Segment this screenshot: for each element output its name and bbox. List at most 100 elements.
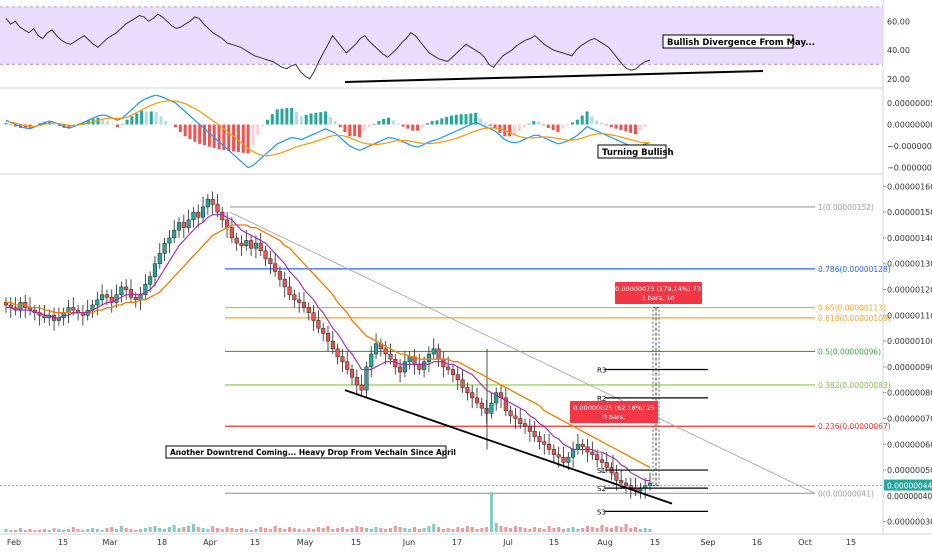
volume-bar bbox=[638, 529, 642, 532]
volume-bar bbox=[422, 528, 426, 532]
candle-body bbox=[349, 369, 355, 378]
candle-body bbox=[287, 286, 292, 295]
macd-histogram-bar bbox=[198, 124, 202, 144]
macd-histogram-bar bbox=[440, 118, 444, 125]
volume-bar bbox=[437, 527, 441, 532]
candle-body bbox=[595, 454, 600, 461]
macd-histogram-bar bbox=[115, 124, 119, 128]
macd-histogram-bar bbox=[309, 113, 313, 125]
candle-body bbox=[450, 369, 456, 375]
candle-body bbox=[330, 340, 335, 350]
candle-body bbox=[590, 451, 595, 455]
candle-body bbox=[374, 343, 379, 355]
candle-body bbox=[186, 219, 191, 228]
volume-bar bbox=[552, 528, 556, 532]
macd-histogram-bar bbox=[585, 111, 589, 125]
macd-histogram-bar bbox=[328, 116, 332, 125]
macd-histogram-bar bbox=[556, 124, 560, 133]
time-tick-label: May bbox=[297, 538, 314, 547]
volume-bar bbox=[480, 528, 484, 532]
candle-body bbox=[575, 444, 580, 450]
volume-bar bbox=[595, 528, 599, 532]
rsi-tick-label: 20.00 bbox=[887, 75, 910, 84]
candle-body bbox=[426, 353, 431, 362]
macd-histogram-bar bbox=[38, 123, 42, 125]
volume-bar bbox=[297, 529, 301, 532]
fib-level-label: 0.618(0.00000109) bbox=[818, 314, 891, 323]
volume-bar bbox=[384, 529, 388, 532]
macd-histogram-bar bbox=[541, 124, 545, 126]
volume-bar bbox=[235, 529, 239, 532]
candle-body bbox=[470, 392, 475, 399]
macd-histogram-bar bbox=[319, 112, 323, 125]
fib-level-label: 1(0.00000152) bbox=[818, 203, 874, 212]
macd-histogram-bar bbox=[508, 124, 512, 137]
macd-histogram-bar bbox=[270, 114, 274, 125]
volume-bar bbox=[403, 528, 407, 532]
macd-histogram-bar bbox=[430, 121, 434, 125]
volume-bar bbox=[369, 529, 373, 532]
macd-histogram-bar bbox=[295, 112, 299, 125]
macd-histogram-bar bbox=[517, 124, 521, 132]
macd-histogram-bar bbox=[265, 119, 269, 125]
macd-histogram-bar bbox=[629, 124, 633, 133]
price-tick-label: 0.00000140 bbox=[887, 234, 932, 243]
candle-body bbox=[167, 237, 172, 244]
macd-histogram-bar bbox=[314, 112, 318, 125]
volume-bar bbox=[28, 529, 32, 532]
volume-bar bbox=[163, 529, 167, 532]
measure-box bbox=[570, 401, 658, 423]
macd-histogram-bar bbox=[154, 112, 158, 125]
time-tick-label: 18 bbox=[157, 538, 167, 547]
candle-body bbox=[619, 480, 624, 484]
volume-bar bbox=[350, 528, 354, 532]
candle-body bbox=[354, 376, 359, 386]
candle-body bbox=[268, 258, 273, 264]
volume-bar bbox=[494, 523, 498, 532]
volume-bar bbox=[513, 526, 517, 532]
macd-histogram-bar bbox=[449, 115, 453, 125]
candle-body bbox=[407, 356, 412, 362]
volume-bar bbox=[86, 529, 90, 532]
macd-histogram-bar bbox=[512, 124, 516, 135]
candle-body bbox=[335, 348, 340, 357]
volume-bar bbox=[33, 530, 37, 532]
macd-tick-label: −0.00000005 bbox=[887, 142, 932, 151]
volume-bar bbox=[379, 528, 383, 532]
macd-histogram-bar bbox=[140, 110, 144, 125]
candle-body bbox=[157, 253, 162, 264]
price-tick-label: 0.00000070 bbox=[887, 414, 932, 423]
volume-bar bbox=[66, 529, 70, 532]
volume-bar bbox=[129, 529, 133, 532]
candle-body bbox=[479, 402, 484, 409]
candle-body bbox=[128, 289, 134, 298]
rsi-line bbox=[5, 13, 651, 80]
price-annotation-box bbox=[165, 445, 447, 459]
candle-body bbox=[273, 263, 278, 272]
volume-bar bbox=[624, 524, 628, 532]
volume-bar bbox=[143, 528, 147, 532]
price-tick-label: 0.00000090 bbox=[887, 363, 932, 372]
volume-bar bbox=[201, 528, 205, 532]
macd-histogram-bar bbox=[183, 124, 187, 137]
candle-body bbox=[18, 302, 23, 311]
macd-histogram-bar bbox=[401, 124, 405, 127]
time-tick-label: 15 bbox=[58, 538, 68, 547]
price-tag-label: 0.00000040 bbox=[887, 492, 932, 501]
fib-level-label: 0.5(0.00000096) bbox=[818, 347, 881, 356]
macd-histogram-bar bbox=[207, 124, 211, 147]
macd-histogram-bar bbox=[212, 124, 216, 149]
macd-histogram-bar bbox=[149, 111, 153, 125]
volume-bar bbox=[566, 528, 570, 532]
macd-histogram-bar bbox=[566, 124, 570, 126]
candle-body bbox=[465, 387, 470, 393]
volume-bar bbox=[600, 525, 604, 532]
macd-histogram-bar bbox=[561, 124, 565, 129]
macd-histogram-bar bbox=[357, 124, 361, 137]
volume-bar bbox=[273, 526, 277, 532]
candle-body bbox=[489, 402, 494, 414]
candle-body bbox=[436, 348, 441, 360]
candle-body bbox=[518, 418, 523, 424]
ma-fast-line bbox=[6, 214, 650, 481]
price-tick-label: 0.00000030 bbox=[887, 518, 932, 527]
